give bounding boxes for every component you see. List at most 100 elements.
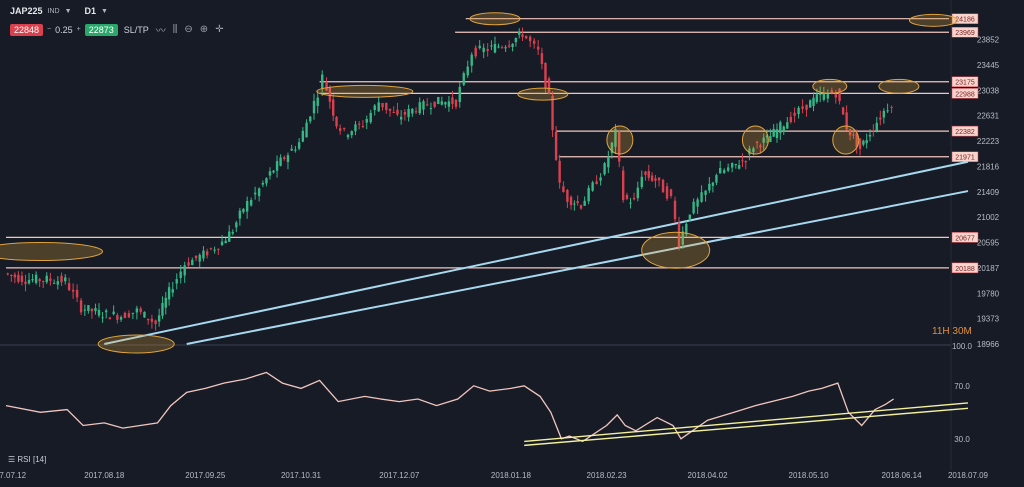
candle-body [388,108,392,111]
timeframe[interactable]: D1 [84,6,97,16]
price-tick-label: 19373 [977,315,1000,324]
candle-body [822,92,826,100]
candle-body [752,148,755,153]
candle-body [116,315,119,320]
level-price-label: 23175 [955,80,975,87]
candle-body [815,94,819,102]
candle-body [167,287,171,300]
candle-body [150,318,154,322]
candle-body [573,203,576,205]
candle-body [779,122,782,134]
candle-body [685,223,688,235]
crosshair-icon[interactable]: ✛ [215,24,224,35]
candle-body [164,297,167,308]
date-tick-label: 2018.05.10 [789,471,830,480]
candle-body [286,155,290,162]
candle-body [858,138,862,150]
date-tick-label: 2018.06.14 [882,471,923,480]
candle-body [587,187,590,202]
level-price-tag [951,125,979,137]
rsi-indicator-label[interactable]: ☰ RSI [14] [8,455,46,464]
candle-body [744,161,747,163]
candle-body [722,170,726,173]
candle-body [275,161,279,171]
sltp-button[interactable]: SL/TP [123,24,149,35]
candle-body [238,210,242,219]
menu-icon[interactable]: ☰ [8,455,16,464]
candle-body [661,179,665,193]
candle-body [524,35,528,39]
plus-icon[interactable]: + [76,26,81,33]
candle-body [775,129,779,139]
candle-body [316,97,319,106]
price-tick-label: 18966 [977,340,1000,349]
candle-body [202,250,205,259]
candle-body [213,249,216,251]
candle-body [283,157,286,159]
highlight-ellipse [606,125,634,155]
candle-body [801,106,804,109]
candle-body [447,101,451,107]
candle-body [454,99,458,107]
candle-body [879,117,882,120]
candle-body [521,34,524,37]
candle-body [403,112,407,115]
candle-body [187,262,190,266]
candle-body [490,45,493,47]
candle-body [64,277,67,282]
level-price-label: 20188 [955,266,975,273]
candle-body [31,279,34,281]
highlight-ellipse [517,87,569,101]
candle-body [231,231,234,234]
candle-body [793,112,796,116]
candle-body [772,128,775,137]
highlight-ellipse [97,334,175,354]
candle-body [673,200,677,220]
zoom-in-icon[interactable]: ⊕ [199,24,209,35]
candle-body [6,273,9,275]
candle-body [171,289,174,293]
price-tick-label: 22631 [977,112,1000,121]
zoom-out-icon[interactable]: ⊖ [184,24,193,35]
candle-body [143,311,146,318]
minus-icon[interactable]: − [47,26,52,33]
buy-button[interactable]: 22873 [84,23,118,36]
rsi-tick-label: 100.0 [952,342,973,351]
candle-body [253,192,257,195]
candle-body [500,47,504,49]
candle-body [154,320,157,324]
timeframe-dropdown-icon[interactable]: ▼ [101,7,108,15]
candle-body [90,308,94,312]
candle-body [576,201,579,204]
candle-body [179,271,182,278]
candle-body [279,157,282,166]
symbol-dropdown-icon[interactable]: ▼ [64,7,72,15]
candle-body [812,97,815,107]
candle-body [688,214,692,221]
date-tick-label: 2017.07.12 [0,471,27,480]
sell-button[interactable]: 22848 [10,23,44,36]
line-chart-icon[interactable]: 〰 [155,26,166,37]
candle-body [737,165,741,169]
candle-body [396,109,399,115]
candle-body [599,177,602,181]
candle-body [119,317,123,320]
candle-body [342,128,346,130]
candle-body [868,134,872,137]
candle-body [865,140,868,144]
highlight-ellipse [316,84,414,98]
rsi-trend-line [524,402,969,443]
highlight-ellipse [641,231,711,269]
symbol-name[interactable]: JAP225 [10,6,43,16]
candle-body [444,102,447,105]
level-price-tag [951,76,979,87]
candle-body [131,312,135,314]
candle-body [346,134,350,138]
candle-body [834,94,837,98]
candle-body [97,309,101,316]
candle-body [338,128,342,131]
candle-body [294,149,297,151]
candle-body [566,190,569,202]
candles-icon[interactable]: ⫼ [172,24,178,35]
